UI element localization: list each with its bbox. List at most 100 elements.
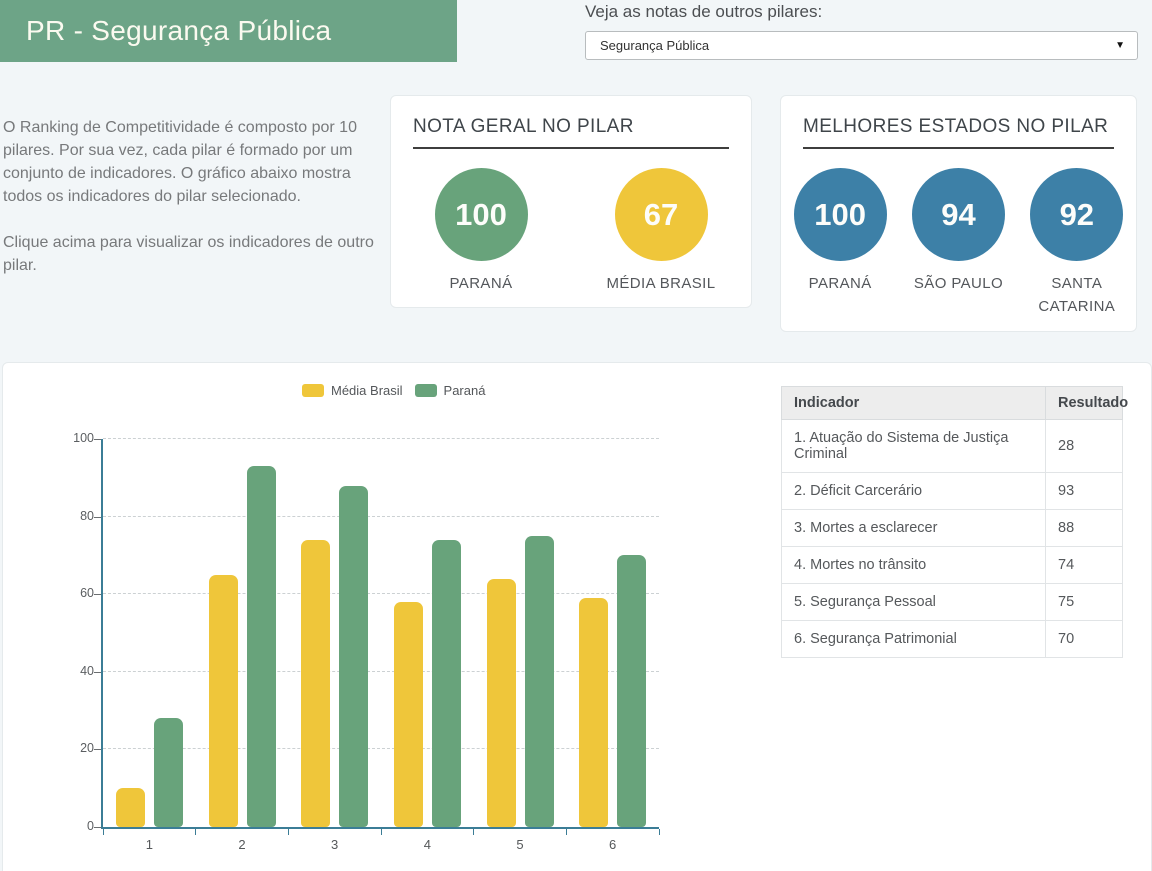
gridline — [103, 515, 659, 517]
bar-paraná-5 — [524, 536, 554, 827]
bar-média-brasil-2 — [208, 574, 238, 827]
melhores-estados-card: MELHORES ESTADOS NO PILAR 100 PARANÁ 94 … — [780, 95, 1137, 332]
y-axis-tick — [94, 827, 101, 828]
y-axis-tick-label: 20 — [80, 741, 94, 756]
bar-plot: 0 20 40 60 80 100 1 2 3 4 5 6 — [73, 431, 660, 852]
score-cell: 100 PARANÁ — [781, 168, 899, 319]
chart-legend: Média Brasil Paraná — [302, 383, 485, 398]
x-axis-tick-label: 6 — [609, 837, 617, 852]
gridline — [103, 438, 659, 439]
gridline — [103, 748, 659, 750]
score-label: MÉDIA BRASIL — [606, 275, 716, 292]
page-title: PR - Segurança Pública — [26, 15, 332, 46]
indicador-cell: 4. Mortes no trânsito — [781, 546, 1046, 584]
x-axis-tick — [102, 829, 104, 835]
score-circle-parana: 100 — [793, 168, 887, 261]
score-cell: 92 SANTA CATARINA — [1018, 168, 1136, 319]
indicador-cell: 1. Atuação do Sistema de Justiça Crimina… — [781, 419, 1046, 473]
x-axis-tick — [195, 829, 197, 835]
x-axis-tick — [287, 829, 289, 835]
score-circle-santa-catarina: 92 — [1030, 168, 1124, 261]
score-circle-parana: 100 — [434, 168, 528, 261]
intro-text: O Ranking de Competitividade é composto … — [3, 116, 390, 300]
x-axis-tick-label: 5 — [516, 837, 524, 852]
score-label: PARANÁ — [449, 275, 513, 292]
y-axis-tick-label: 0 — [87, 819, 94, 833]
y-axis-tick — [94, 671, 101, 673]
y-axis-tick — [94, 749, 101, 751]
bar-média-brasil-3 — [301, 539, 331, 827]
gridline — [103, 593, 659, 595]
y-axis-tick — [94, 516, 101, 518]
indicador-cell: 3. Mortes a esclarecer — [781, 509, 1046, 547]
gridline — [103, 670, 659, 672]
indicators-table-head: Indicador Resultado — [781, 386, 1128, 420]
melhores-estados-scores: 100 PARANÁ 94 SÃO PAULO 92 SANTA CATARIN… — [781, 168, 1136, 319]
indicators-table: Indicador Resultado 1. Atuação do Sistem… — [781, 386, 1128, 658]
page-title-banner: PR - Segurança Pública — [0, 0, 457, 62]
score-cell: 100 PARANÁ — [391, 168, 571, 295]
bar-paraná-4 — [431, 539, 461, 827]
score-circle-sao-paulo: 94 — [911, 168, 1005, 261]
resultado-cell: 28 — [1045, 419, 1123, 473]
legend-label: Média Brasil — [331, 383, 403, 398]
column-header-resultado: Resultado — [1045, 386, 1128, 420]
indicators-panel: Média Brasil Paraná 0 20 40 60 80 100 1 2 3 4 5 6 In… — [2, 362, 1152, 871]
pillar-select-dropdown[interactable]: Segurança Pública ▼ — [585, 31, 1138, 60]
resultado-cell: 93 — [1045, 472, 1123, 510]
y-axis-tick — [94, 594, 101, 596]
table-row: 4. Mortes no trânsito 74 — [781, 546, 1123, 584]
indicador-cell: 2. Déficit Carcerário — [781, 472, 1046, 510]
nota-geral-card: NOTA GERAL NO PILAR 100 PARANÁ 67 MÉDIA … — [390, 95, 752, 308]
melhores-estados-card-title: MELHORES ESTADOS NO PILAR — [803, 116, 1109, 137]
resultado-cell: 70 — [1045, 620, 1123, 658]
score-cell: 94 SÃO PAULO — [899, 168, 1017, 319]
nota-geral-scores: 100 PARANÁ 67 MÉDIA BRASIL — [391, 168, 751, 295]
x-axis-tick-label: 4 — [423, 837, 431, 852]
nota-geral-card-title: NOTA GERAL NO PILAR — [413, 116, 634, 137]
bar-média-brasil-1 — [115, 788, 145, 827]
resultado-cell: 74 — [1045, 546, 1123, 584]
bar-média-brasil-6 — [579, 598, 609, 827]
x-axis-tick-label: 1 — [145, 837, 153, 852]
x-axis-tick — [565, 829, 567, 835]
pillar-select-value: Segurança Pública — [600, 38, 710, 53]
legend-label: Paraná — [443, 383, 486, 398]
legend-swatch-icon — [414, 384, 437, 397]
score-cell: 67 MÉDIA BRASIL — [571, 168, 751, 295]
pillar-selector: Veja as notas de outros pilares: Seguran… — [585, 2, 1138, 60]
table-row: 2. Déficit Carcerário 93 — [781, 472, 1123, 510]
pillar-selector-label: Veja as notas de outros pilares: — [585, 2, 823, 21]
indicators-table-body: 1. Atuação do Sistema de Justiça Crimina… — [781, 419, 1123, 658]
x-axis-tick-label: 3 — [331, 837, 339, 852]
x-axis-tick — [473, 829, 475, 835]
x-axis-tick — [658, 829, 660, 835]
indicador-cell: 6. Segurança Patrimonial — [781, 620, 1046, 658]
dropdown-arrow-icon: ▼ — [1115, 40, 1125, 51]
y-axis-tick-label: 60 — [80, 586, 94, 601]
intro-paragraph-2: Clique acima para visualizar os indicado… — [3, 234, 374, 274]
intro-paragraph-1: O Ranking de Competitividade é composto … — [3, 119, 357, 205]
legend-swatch-icon — [302, 384, 324, 397]
column-header-indicador: Indicador — [781, 386, 1046, 420]
bar-paraná-3 — [339, 485, 369, 827]
card-title-rule — [803, 147, 1114, 149]
x-axis-tick-label: 2 — [238, 837, 246, 852]
resultado-cell: 88 — [1045, 509, 1123, 547]
table-row: 3. Mortes a esclarecer 88 — [781, 509, 1123, 547]
bar-paraná-6 — [617, 555, 647, 827]
legend-item: Média Brasil — [302, 383, 403, 398]
indicador-cell: 5. Segurança Pessoal — [781, 583, 1046, 621]
bar-média-brasil-5 — [486, 578, 516, 827]
y-axis-tick-label: 100 — [73, 431, 94, 445]
bar-média-brasil-4 — [393, 601, 423, 827]
score-circle-media-brasil: 67 — [614, 168, 708, 261]
y-axis-tick-label: 80 — [80, 508, 94, 523]
table-row: 6. Segurança Patrimonial 70 — [781, 620, 1123, 658]
score-label: SÃO PAULO — [913, 275, 1004, 292]
score-label: PARANÁ — [808, 275, 872, 292]
table-row: 5. Segurança Pessoal 75 — [781, 583, 1123, 621]
table-header-row: Indicador Resultado — [781, 386, 1128, 420]
resultado-cell: 75 — [1045, 583, 1123, 621]
